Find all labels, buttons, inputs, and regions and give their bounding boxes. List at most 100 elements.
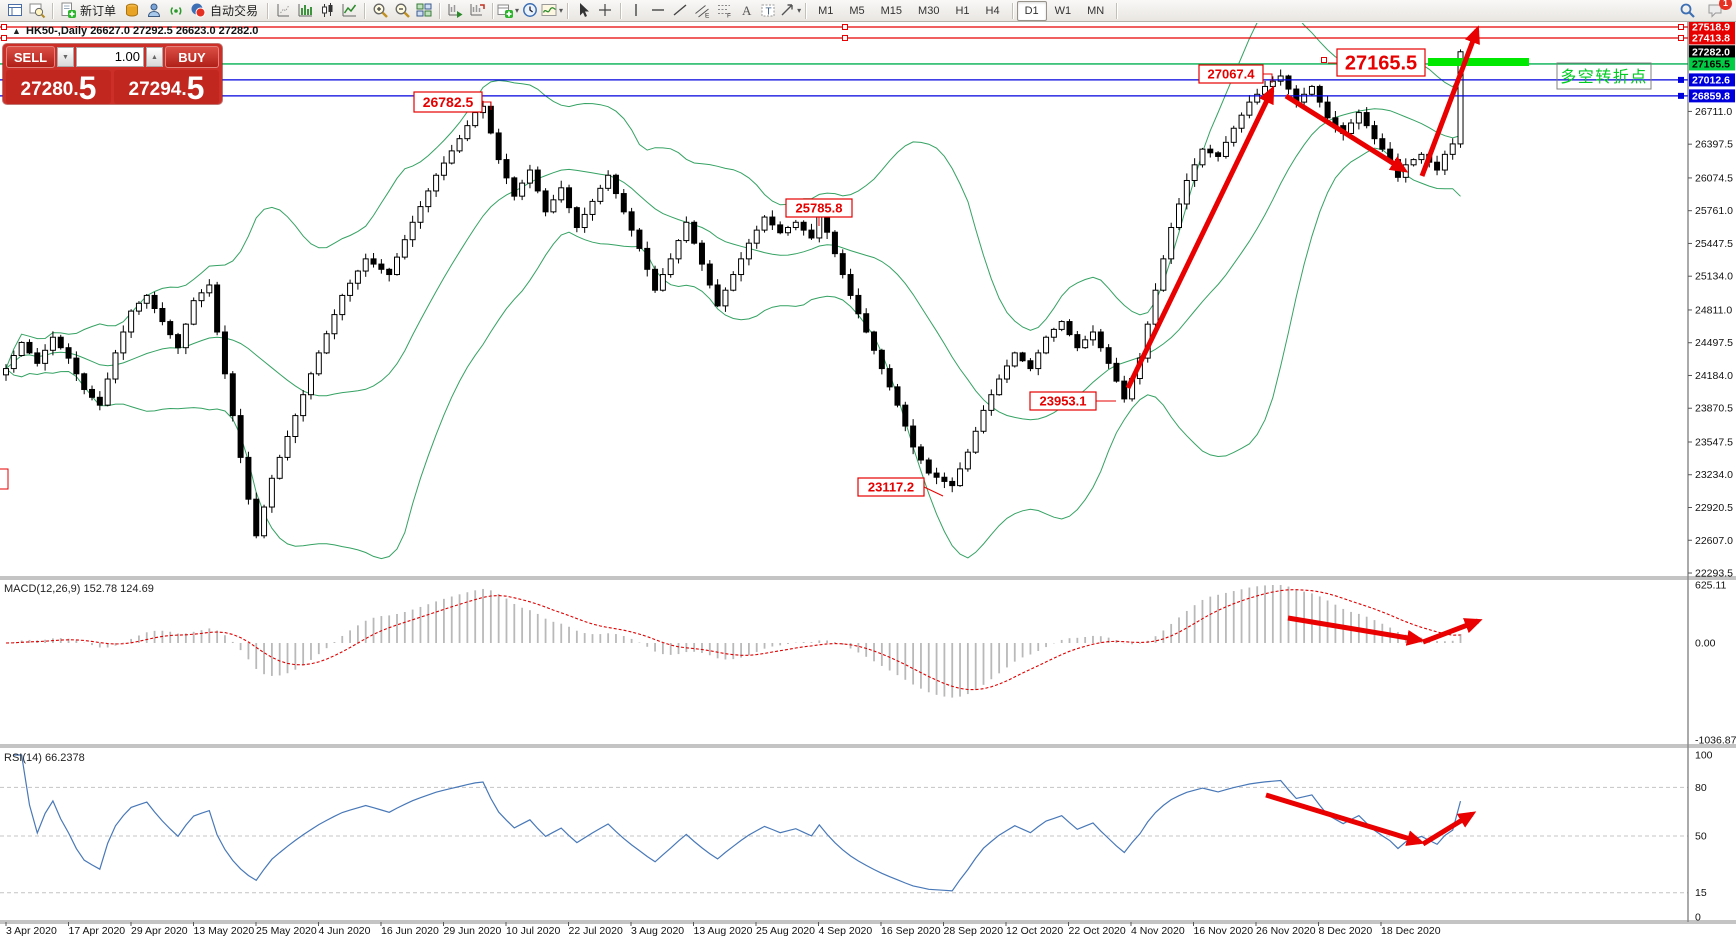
toolbar-market-watch-button[interactable] — [26, 1, 48, 21]
toolbar-tick-chart-button[interactable] — [272, 1, 294, 21]
toolbar-tile-windows-button[interactable] — [413, 1, 435, 21]
axis-label: 22920.5 — [1695, 502, 1733, 514]
toolbar-signals-button[interactable] — [165, 1, 187, 21]
toolbar-fibonacci-button[interactable]: F — [713, 1, 735, 21]
timeframe-m1-button[interactable]: M1 — [818, 4, 834, 17]
toolbar-autoscroll-clock-button[interactable] — [519, 1, 541, 21]
line-handle[interactable] — [1, 34, 7, 41]
clipped-label-box[interactable] — [0, 468, 9, 490]
axis-label: 16 Jun 2020 — [381, 925, 439, 937]
toolbar-channel-button[interactable]: E — [691, 1, 713, 21]
line-handle[interactable] — [1678, 34, 1684, 41]
line-handle[interactable] — [842, 24, 848, 30]
toolbar-deposit-button[interactable] — [121, 1, 143, 21]
toolbar-cursor-button[interactable] — [572, 1, 594, 21]
toolbar-crosshair-button[interactable] — [594, 1, 616, 21]
price-label-box[interactable] — [413, 91, 483, 113]
line-handle[interactable] — [1678, 92, 1684, 99]
volume-input[interactable]: 1.00 — [76, 47, 144, 67]
axis-label: 8 Dec 2020 — [1319, 925, 1373, 937]
toolbar-chart-play-button[interactable] — [444, 1, 466, 21]
buy-price-fraction: 5 — [186, 70, 205, 106]
note-box[interactable] — [1556, 62, 1652, 90]
pullback-arrow[interactable] — [1284, 93, 1409, 173]
toolbar-new-order-button[interactable] — [57, 1, 79, 21]
toolbar-text-a-button[interactable]: A — [735, 1, 757, 21]
axis-label: 23547.5 — [1695, 436, 1733, 448]
toolbar-vline-button[interactable] — [625, 1, 647, 21]
axis-label: 28 Sep 2020 — [944, 925, 1004, 937]
axis-label: 50 — [1695, 831, 1707, 843]
line-handle[interactable] — [842, 34, 848, 41]
toolbar-chart-shift-button[interactable] — [466, 1, 488, 21]
sell-button[interactable]: SELL — [6, 46, 55, 68]
toolbar-separator — [439, 2, 441, 19]
toolbar-zoom-out-button[interactable] — [391, 1, 413, 21]
timeframe-m5-button[interactable]: M5 — [849, 4, 865, 17]
toolbar-shapes-button[interactable]: ▾ — [779, 1, 801, 21]
toolbar-separator — [364, 2, 366, 19]
timeframe-mn-button[interactable]: MN — [1087, 4, 1105, 17]
axis-label: 27282.0 — [1692, 46, 1730, 58]
line-handle[interactable] — [1678, 24, 1684, 30]
chart-annotations[interactable]: 26782.5 25785.8 23117.2 23953.1 27067.4 27165… — [0, 25, 1652, 847]
price-label-box[interactable] — [1198, 64, 1264, 84]
axis-label: 29 Jun 2020 — [444, 925, 502, 937]
search-icon[interactable] — [1676, 1, 1698, 21]
sell-price[interactable]: 27280. 5 — [6, 70, 111, 104]
timeframe-h4-button[interactable]: H4 — [985, 4, 1000, 17]
collapse-triangle-icon[interactable]: ▲ — [12, 26, 21, 36]
rsi-decline-arrow[interactable] — [1265, 792, 1425, 846]
rsi-turn-arrow[interactable] — [1421, 811, 1477, 847]
rally-arrow[interactable] — [1125, 85, 1275, 390]
timeframe-m30-button[interactable]: M30 — [918, 4, 940, 17]
toolbar-separator — [1116, 2, 1118, 19]
price-label-box[interactable] — [1029, 391, 1097, 411]
axis-label: 26074.5 — [1695, 172, 1733, 184]
timeframe-h1-button[interactable]: H1 — [955, 4, 970, 17]
toolbar-new-chart-button[interactable]: ▾ — [497, 1, 519, 21]
toolbar-trendline-button[interactable] — [669, 1, 691, 21]
timeframe-m15-button[interactable]: M15 — [880, 4, 903, 17]
price-label-box[interactable] — [785, 198, 853, 218]
volume-increase-button[interactable]: ▲ — [146, 47, 163, 67]
toolbar-new-order-label[interactable]: 新订单 — [80, 4, 117, 18]
toolbar-candle-chart-button[interactable] — [316, 1, 338, 21]
axis-label: 13 May 2020 — [194, 925, 255, 937]
dropdown-caret-icon[interactable]: ▾ — [797, 6, 802, 15]
toolbar-zoom-in-button[interactable] — [369, 1, 391, 21]
volume-decrease-button[interactable]: ▼ — [57, 47, 74, 67]
toolbar-bar-chart-button[interactable] — [294, 1, 316, 21]
toolbar-autotrade-label[interactable]: 自动交易 — [210, 4, 259, 18]
dropdown-caret-icon[interactable]: ▾ — [559, 6, 564, 15]
macd-turn-arrow[interactable] — [1422, 618, 1483, 645]
toolbar-chart-window-button[interactable] — [4, 1, 26, 21]
price-tag-27282 — [1689, 45, 1735, 59]
buy-price[interactable]: 27294. 5 — [114, 70, 219, 104]
line-handle[interactable] — [1678, 76, 1684, 83]
highlight-level-box[interactable] — [1428, 58, 1529, 66]
toolbar-autotrade-button[interactable] — [187, 1, 209, 21]
axis-label: 17 Apr 2020 — [69, 925, 126, 937]
toolbar-label-t-button[interactable]: T — [757, 1, 779, 21]
trade-panel-controls: SELL ▼ 1.00 ▲ BUY — [6, 46, 219, 68]
notifications-icon[interactable]: 1 — [1704, 0, 1732, 21]
price-label-box[interactable] — [857, 477, 925, 497]
toolbar-indicators-button[interactable]: ▾ — [541, 1, 563, 21]
breakout-arrow[interactable] — [1419, 25, 1480, 177]
macd-decline-arrow[interactable] — [1287, 615, 1425, 646]
axis-label: 25447.5 — [1695, 238, 1733, 250]
price-tag-27165.5 — [1689, 57, 1735, 71]
timeframe-d1-button[interactable]: D1 — [1016, 0, 1047, 21]
line-handle[interactable] — [1, 24, 7, 30]
timeframe-w1-button[interactable]: W1 — [1054, 4, 1072, 17]
dropdown-caret-icon[interactable]: ▾ — [515, 6, 520, 15]
toolbar-profile-button[interactable] — [143, 1, 165, 21]
buy-button[interactable]: BUY — [165, 46, 219, 68]
price-label-box[interactable] — [1336, 48, 1426, 77]
toolbar-line-chart-button[interactable] — [338, 1, 360, 21]
sell-price-fraction: 5 — [78, 70, 97, 106]
sell-price-main: 27280 — [20, 79, 74, 100]
toolbar-hline-button[interactable] — [647, 1, 669, 21]
chart-canvas[interactable]: 26782.5 25785.8 23117.2 23953.1 27067.4 27165… — [0, 22, 1736, 941]
